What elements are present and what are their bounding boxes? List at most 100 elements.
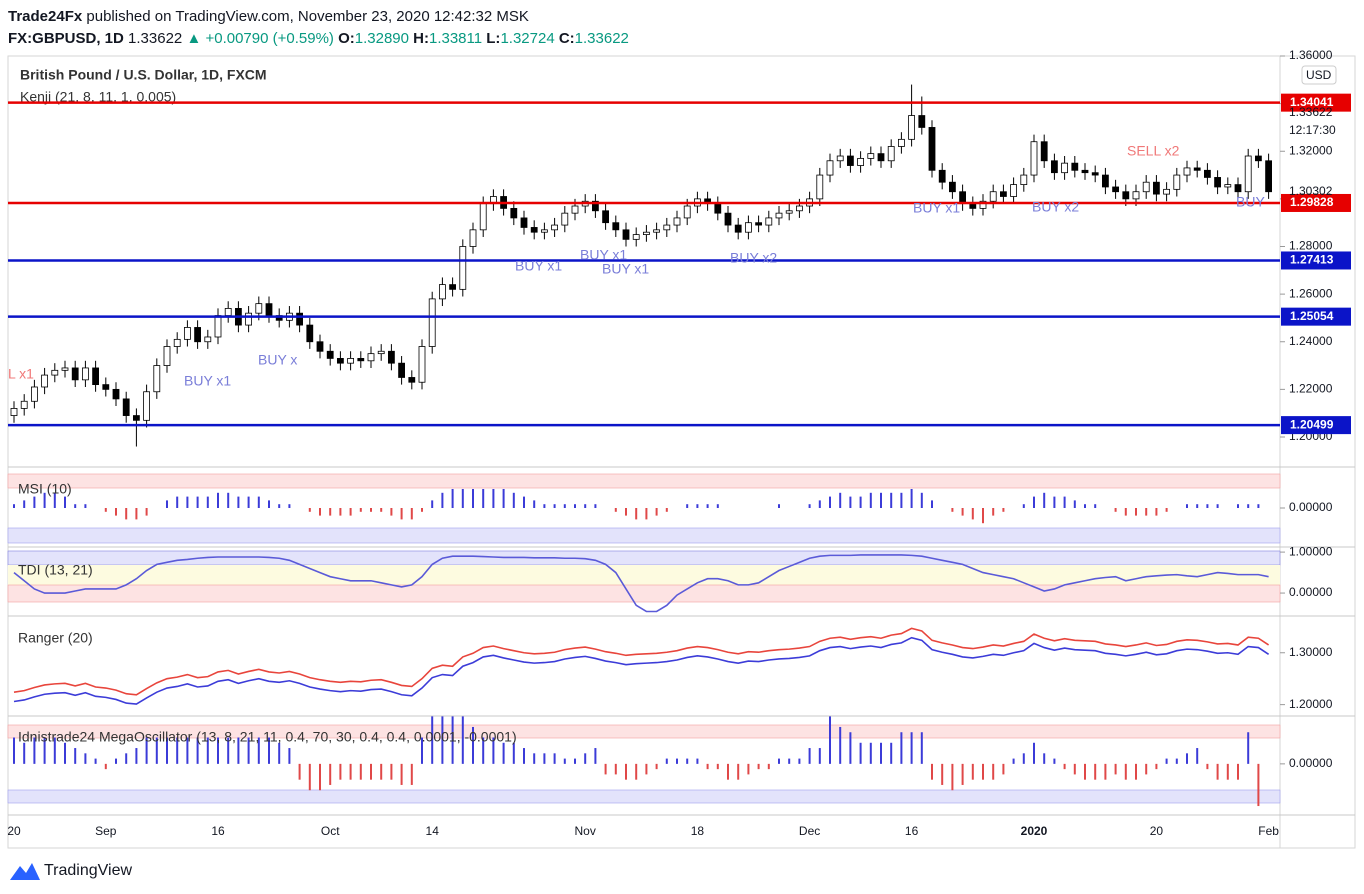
up-arrow: ▲ <box>186 30 202 47</box>
indicator-bar <box>961 763 964 785</box>
pane-title: British Pound / U.S. Dollar, 1D, FXCM <box>20 67 267 83</box>
candle-body <box>398 362 406 378</box>
y-tick-label: 1.22000 <box>1289 382 1333 396</box>
indicator-bar <box>1247 732 1250 764</box>
indicator-bar <box>1206 763 1209 770</box>
level-badge <box>1281 307 1351 326</box>
indicator-bar <box>1094 504 1097 508</box>
indicator-bar <box>390 763 393 780</box>
indicator-bar <box>910 732 913 764</box>
level-label: 1.27413 <box>1290 253 1334 267</box>
candle-body <box>755 222 762 226</box>
indicator-bar <box>1084 763 1086 780</box>
indicator-bar <box>1022 504 1025 508</box>
indicator-bar <box>1053 496 1056 508</box>
candle-body <box>224 308 232 316</box>
indicator-bar <box>431 716 434 764</box>
indicator-bar <box>625 508 627 516</box>
candle-body <box>418 346 426 383</box>
indicator-bar <box>1216 504 1219 508</box>
level-label: 1.29828 <box>1290 195 1334 209</box>
candle-body <box>857 157 864 166</box>
pane-subtitle: Kenji (21, 8, 11, 1, 0.005) <box>20 89 176 105</box>
indicator-bar <box>247 496 250 508</box>
signal-label: BUY x1 <box>515 258 562 274</box>
x-tick-label: 16 <box>905 824 919 838</box>
indicator-bar <box>482 489 485 508</box>
level-label: 1.34041 <box>1290 95 1334 109</box>
candle-body <box>1234 184 1242 193</box>
indicator-bar <box>1165 508 1168 512</box>
indicator-bar <box>716 763 719 770</box>
indicator-bar <box>543 504 546 508</box>
level-badge <box>1281 416 1351 435</box>
indicator-bar <box>706 763 709 770</box>
indicator-bar <box>808 504 811 508</box>
candle-body <box>41 374 48 388</box>
indicator-bar <box>359 508 362 512</box>
candle-body <box>663 224 671 231</box>
x-tick-label: 20 <box>1150 824 1164 838</box>
indicator-bar <box>421 737 423 764</box>
candle-body <box>724 212 732 226</box>
level-label: 1.20499 <box>1290 417 1334 431</box>
indicator-bar <box>135 748 138 764</box>
indicator-bar <box>931 763 933 780</box>
indicator-bar <box>23 500 26 508</box>
candle-body <box>643 231 650 235</box>
candle-body <box>622 229 630 240</box>
candle-body <box>612 222 620 231</box>
indicator-bar <box>166 500 168 508</box>
indicator-bar <box>1206 504 1209 508</box>
indicator-bar <box>859 742 862 764</box>
quote-line: FX:GBPUSD, 1D 1.33622 ▲ +0.00790 (+0.59%… <box>8 28 629 50</box>
indicator-bar <box>706 504 709 508</box>
x-tick-label: Dec <box>799 824 820 838</box>
indicator-bar <box>441 492 444 508</box>
candle-body <box>265 303 273 316</box>
y-tick-label: 1.24000 <box>1289 334 1333 348</box>
candle-body <box>816 174 824 200</box>
indicator-bar <box>829 716 831 764</box>
candle-body <box>949 181 956 193</box>
indicator-bar <box>370 508 372 512</box>
candle-body <box>1010 184 1017 197</box>
indicator-bar <box>971 508 974 520</box>
ohlc-value: 1.33622 <box>574 30 629 47</box>
indicator-bar <box>482 737 485 764</box>
indicator-bar <box>778 504 780 508</box>
overbought-band <box>7 724 1281 739</box>
x-tick-label: Nov <box>575 824 596 838</box>
indicator-bar <box>196 737 199 764</box>
indicator-bar <box>523 496 525 508</box>
candle-body <box>1051 160 1058 174</box>
indicator-bar <box>84 504 87 508</box>
indicator-bar <box>441 716 444 764</box>
indicator-bar <box>308 508 311 512</box>
indicator-bar <box>472 726 474 764</box>
indicator-bar <box>1073 763 1076 775</box>
indicator-bar <box>1186 753 1188 764</box>
indicator-bar <box>839 726 842 764</box>
indicator-bar <box>563 504 566 508</box>
indicator-bar <box>104 508 107 512</box>
indicator-bar <box>1073 500 1076 508</box>
indicator-line <box>13 554 1269 613</box>
candle-body <box>387 350 395 364</box>
indicator-bar <box>1063 496 1066 508</box>
indicator-bar <box>43 492 46 508</box>
indicator-bar <box>288 748 291 764</box>
indicator-bar <box>64 742 66 764</box>
indicator-bar <box>125 508 128 520</box>
indicator-bar <box>645 763 648 775</box>
candle-body <box>173 338 181 347</box>
indicator-bar <box>767 763 770 770</box>
signal-label: BUY x2 <box>730 250 777 266</box>
candle-body <box>1204 169 1211 178</box>
indicator-bar <box>319 763 321 791</box>
indicator-bar <box>900 492 903 508</box>
indicator-bar <box>237 737 240 764</box>
indicator-bar <box>1012 758 1015 764</box>
indicator-bar <box>614 508 617 512</box>
